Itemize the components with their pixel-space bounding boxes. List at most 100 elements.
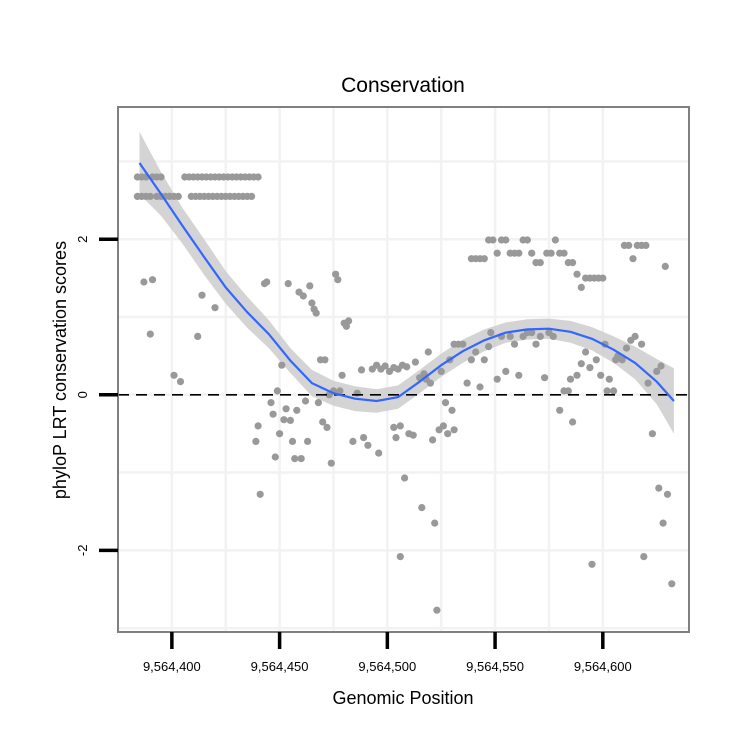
data-point-142 — [463, 379, 471, 387]
data-point-171 — [515, 371, 523, 379]
data-point-147 — [485, 343, 493, 351]
data-point-123 — [418, 504, 426, 512]
data-point-21 — [194, 332, 202, 340]
data-point-146 — [480, 356, 488, 364]
data-point-86 — [319, 418, 327, 426]
data-point-58 — [254, 422, 262, 430]
data-point-15 — [174, 192, 182, 200]
data-point-222 — [642, 241, 650, 249]
data-point-63 — [269, 410, 277, 418]
data-point-136 — [448, 406, 456, 414]
y-tick-label-2: 2 — [75, 236, 90, 243]
data-point-208 — [605, 375, 613, 383]
data-point-223 — [640, 553, 648, 561]
data-point-151 — [480, 255, 488, 263]
data-point-177 — [541, 374, 549, 382]
data-point-87 — [321, 356, 329, 364]
data-point-67 — [278, 361, 286, 369]
data-point-170 — [510, 340, 519, 348]
data-point-224 — [644, 379, 652, 387]
x-axis-label: Genomic Position — [332, 688, 473, 708]
data-point-154 — [493, 249, 501, 257]
data-point-184 — [560, 249, 568, 257]
data-point-127 — [426, 379, 434, 387]
chart-title: Conservation — [341, 74, 465, 97]
data-point-76 — [297, 455, 305, 463]
data-point-188 — [577, 283, 585, 291]
x-tick-label-3: 9,564,550 — [466, 659, 524, 674]
data-point-102 — [360, 434, 368, 442]
smooth-fit-line — [138, 162, 675, 403]
plot-panel — [117, 106, 690, 633]
y-axis-ticks: -2 0 2 — [75, 236, 118, 557]
data-point-201 — [582, 348, 590, 356]
data-point-187 — [573, 270, 581, 278]
y-axis-label: phyloP LRT conservation scores — [50, 241, 70, 499]
data-point-118 — [401, 474, 409, 482]
data-point-130 — [433, 606, 441, 614]
data-point-164 — [536, 259, 544, 267]
data-point-134 — [441, 399, 450, 407]
data-point-174 — [528, 329, 536, 337]
data-point-232 — [668, 580, 676, 588]
data-point-228 — [657, 362, 665, 370]
data-point-216 — [638, 340, 646, 348]
data-point-168 — [502, 367, 510, 375]
data-point-106 — [375, 449, 383, 457]
data-point-132 — [437, 367, 445, 375]
data-point-22 — [198, 291, 206, 299]
y-tick-label-1: 0 — [75, 391, 90, 398]
data-point-57 — [252, 437, 260, 445]
data-point-193 — [599, 274, 607, 282]
data-point-207 — [603, 387, 611, 395]
data-point-196 — [564, 387, 572, 395]
data-point-16 — [140, 278, 148, 286]
data-point-18 — [146, 330, 154, 338]
data-point-162 — [528, 249, 536, 257]
data-point-64 — [271, 453, 279, 461]
data-point-108 — [381, 362, 389, 370]
data-point-213 — [622, 344, 631, 352]
data-point-230 — [661, 262, 669, 270]
data-point-9 — [146, 192, 154, 200]
data-point-165 — [487, 329, 495, 337]
data-point-153 — [489, 236, 497, 244]
data-point-133 — [439, 422, 447, 430]
data-point-145 — [476, 383, 484, 391]
data-point-209 — [610, 387, 618, 395]
data-point-62 — [267, 399, 275, 407]
data-point-97 — [342, 322, 350, 330]
data-point-179 — [549, 332, 557, 340]
x-tick-label-0: 9,564,400 — [143, 659, 201, 674]
data-point-56 — [248, 192, 256, 200]
data-point-5 — [157, 173, 165, 181]
y-tick-label-0: -2 — [75, 545, 90, 557]
data-point-198 — [569, 418, 577, 426]
data-point-99 — [349, 437, 357, 445]
data-point-204 — [592, 356, 600, 364]
data-point-19 — [170, 371, 178, 379]
data-point-135 — [444, 430, 452, 438]
data-point-219 — [629, 255, 637, 263]
data-point-166 — [493, 375, 501, 383]
data-point-229 — [659, 519, 667, 527]
data-point-17 — [148, 276, 157, 284]
data-point-159 — [515, 249, 523, 257]
data-point-81 — [308, 299, 316, 307]
smooth-line-layer — [138, 162, 675, 403]
data-point-225 — [648, 430, 657, 438]
x-axis-ticks: 9,564,400 9,564,450 9,564,500 9,564,550 9,56… — [143, 632, 632, 674]
data-point-41 — [254, 173, 262, 181]
data-point-194 — [556, 406, 564, 414]
data-point-186 — [569, 259, 577, 267]
data-point-93 — [334, 276, 342, 284]
data-point-200 — [577, 360, 585, 368]
data-point-231 — [663, 490, 672, 498]
data-point-80 — [306, 282, 314, 290]
data-point-156 — [502, 236, 510, 244]
data-point-90 — [327, 459, 335, 467]
data-point-69 — [282, 405, 290, 413]
data-point-197 — [566, 375, 575, 383]
data-point-120 — [409, 431, 417, 439]
x-tick-label-2: 9,564,500 — [358, 659, 416, 674]
